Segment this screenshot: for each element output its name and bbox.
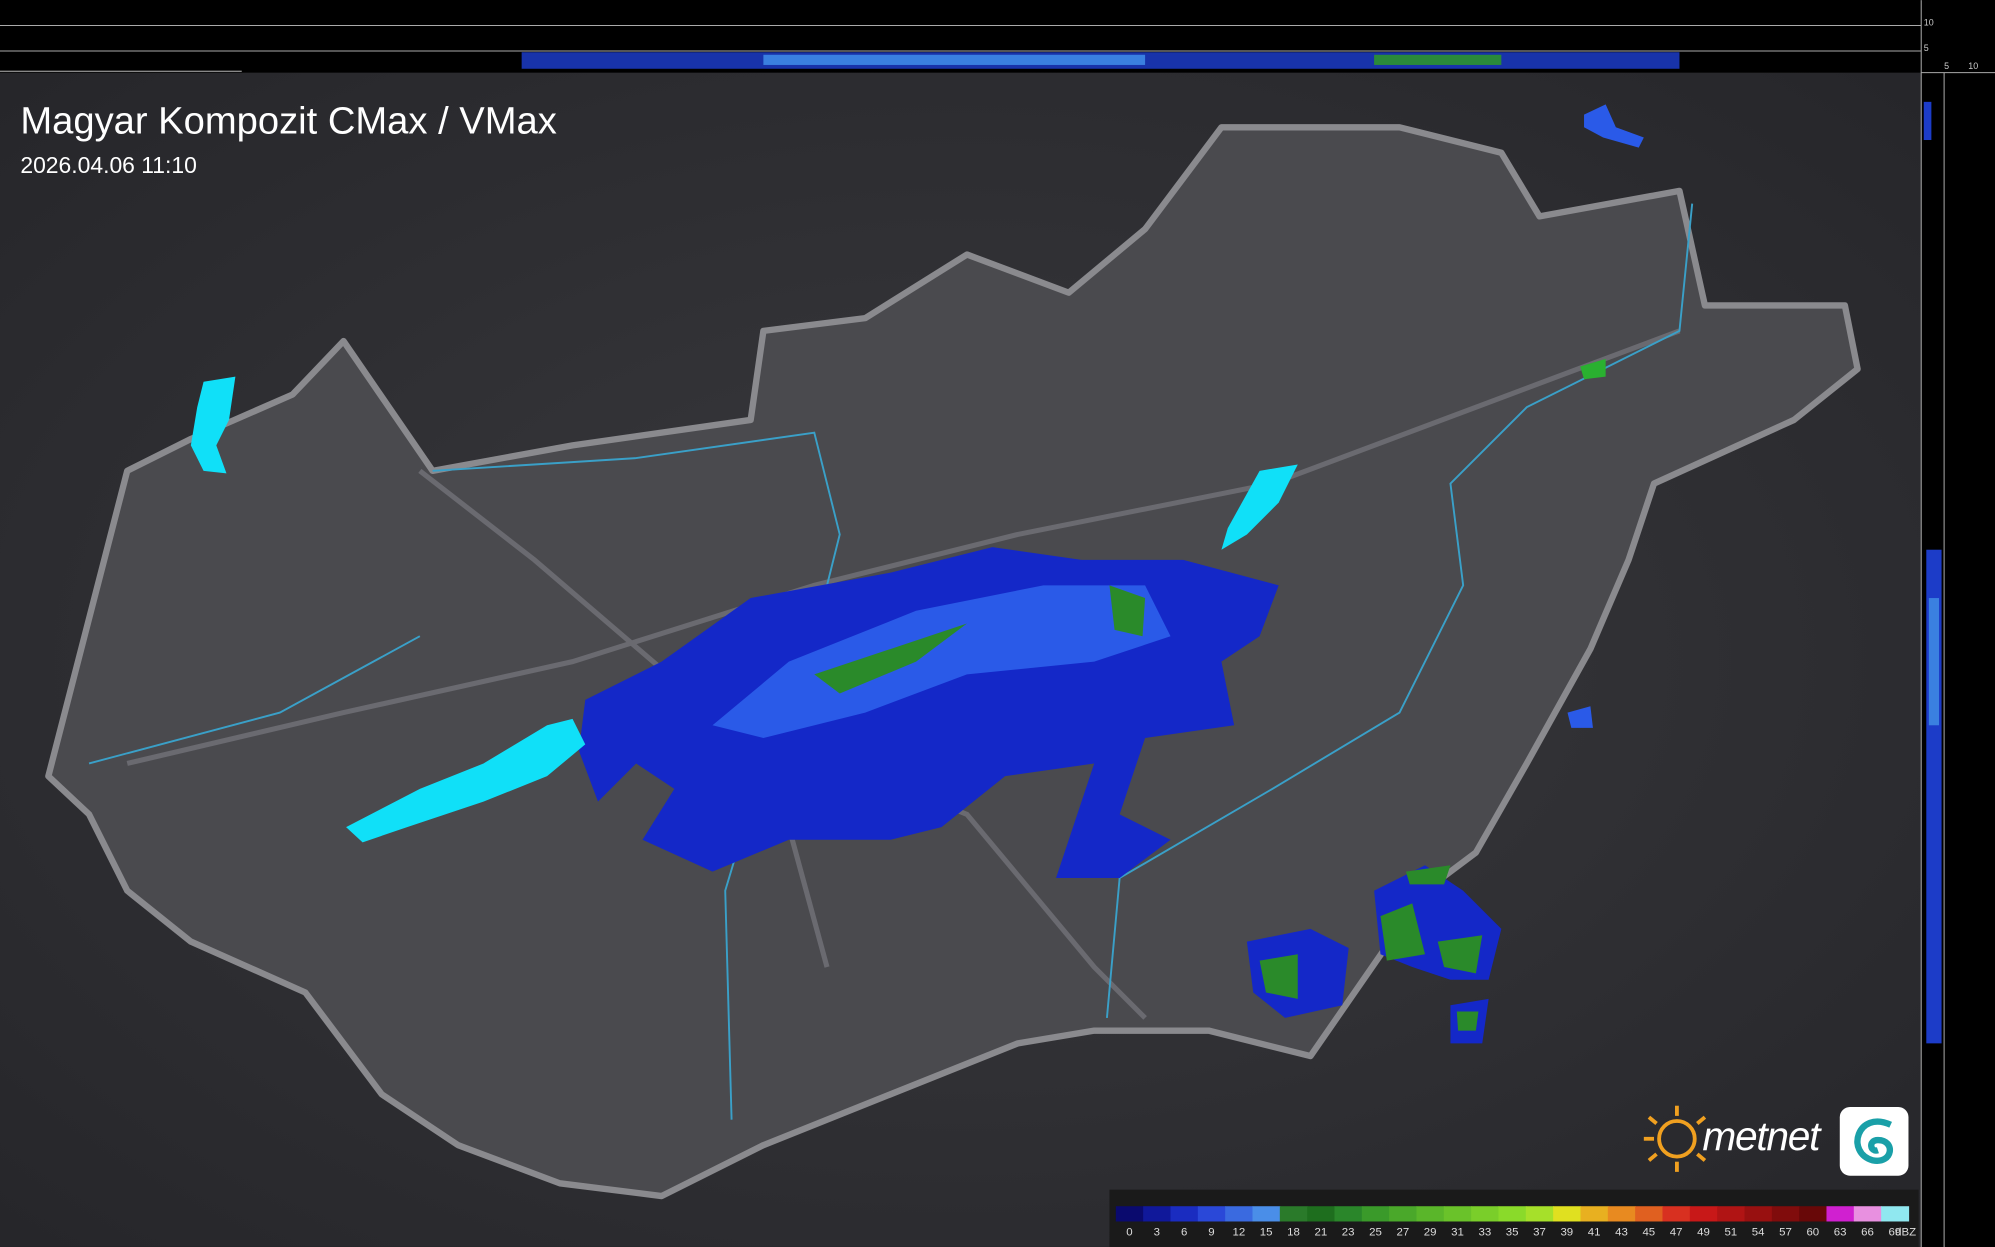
legend-label: 51 [1724,1226,1737,1238]
logo-text: metnet [1702,1113,1822,1159]
legend-swatch [1799,1206,1828,1222]
profile-label: 10 [1924,18,1934,28]
legend-label: 6 [1181,1226,1187,1238]
shape [1643,1105,1707,1172]
profile-label: 10 [1968,61,1978,71]
legend-swatch [1361,1206,1390,1222]
profile-echo [1923,101,1932,141]
legend-swatch [1443,1206,1472,1222]
legend-label: 45 [1642,1226,1655,1238]
legend-label: 43 [1615,1226,1628,1238]
shape [126,328,1681,766]
legend-swatch [1498,1206,1527,1222]
legend-swatch [1416,1206,1445,1222]
shape [1696,1152,1707,1162]
profile-echo [1928,598,1940,726]
legend-label: 9 [1208,1226,1214,1238]
legend-label: 60 [1806,1226,1819,1238]
legend-swatch [1771,1206,1800,1222]
legend-swatch [1252,1206,1281,1222]
shape [814,623,967,694]
legend-swatch [1143,1206,1172,1222]
shape [1580,358,1606,380]
legend-swatch [1307,1206,1336,1222]
legend-label: 49 [1697,1226,1710,1238]
profile-label: 5 [1924,43,1929,53]
legend-swatch [1389,1206,1418,1222]
legend-swatch [1826,1206,1855,1222]
legend-swatch [1607,1206,1636,1222]
legend-swatch [1334,1206,1363,1222]
legend-swatch [1717,1206,1746,1222]
legend-label: 57 [1779,1226,1792,1238]
legend-swatch [1635,1206,1664,1222]
legend-label: 25 [1369,1226,1382,1238]
legend-label: 41 [1588,1226,1601,1238]
legend-label: 39 [1560,1226,1573,1238]
legend-swatch [1115,1206,1144,1222]
timestamp: 2026.04.06 11:10 [20,152,197,178]
shape [1647,1115,1658,1125]
legend-swatch [1225,1206,1254,1222]
legend-label: 31 [1451,1226,1464,1238]
legend-swatch [1553,1206,1582,1222]
shape [712,585,1171,739]
legend-swatch [1279,1206,1308,1222]
legend-label: 47 [1670,1226,1683,1238]
profile-label: 5 [1944,61,1949,71]
shape [1567,706,1593,728]
legend-label: 21 [1314,1226,1327,1238]
legend-label: 69 [1888,1226,1901,1238]
legend-label: 15 [1260,1226,1273,1238]
profile-echo [763,54,1146,65]
legend-swatch [1881,1206,1910,1222]
logo [1643,1105,1909,1176]
profile-echo [1374,54,1502,65]
legend-swatch [1744,1206,1773,1222]
legend-label: 66 [1861,1226,1874,1238]
shape [1109,585,1146,637]
legend-label: 18 [1287,1226,1300,1238]
legend-swatch [1853,1206,1882,1222]
legend-swatch [1471,1206,1500,1222]
radar-echo [578,104,1644,1044]
shape [1259,954,1298,999]
legend-label: 12 [1232,1226,1245,1238]
shape [1657,1119,1697,1159]
legend-label: 3 [1154,1226,1160,1238]
legend-label: 63 [1834,1226,1847,1238]
legend-label: 29 [1424,1226,1437,1238]
legend-label: 37 [1533,1226,1546,1238]
shape [1696,1115,1707,1125]
legend-unit: dBZ [1895,1226,1916,1238]
legend-label: 35 [1506,1226,1519,1238]
legend-swatch [1170,1206,1199,1222]
legend-swatch [1662,1206,1691,1222]
shape [346,718,586,843]
shape [1584,104,1644,148]
shape [1456,1011,1479,1031]
legend-label: 0 [1126,1226,1132,1238]
shape [1380,865,1483,974]
legend-label: 23 [1342,1226,1355,1238]
legend-label: 27 [1396,1226,1409,1238]
legend-label: 54 [1752,1226,1765,1238]
shape [1221,464,1298,550]
lakes [190,376,1298,843]
legend-swatch [1689,1206,1718,1222]
shape [1854,1118,1893,1164]
shape [1647,1152,1658,1162]
legend-swatch [1525,1206,1554,1222]
shape [88,635,421,765]
title: Magyar Kompozit CMax / VMax [20,100,556,143]
legend-swatch [1197,1206,1226,1222]
shape [190,376,236,474]
shape [1105,203,1694,1019]
legend-label: 33 [1478,1226,1491,1238]
legend-swatch [1580,1206,1609,1222]
